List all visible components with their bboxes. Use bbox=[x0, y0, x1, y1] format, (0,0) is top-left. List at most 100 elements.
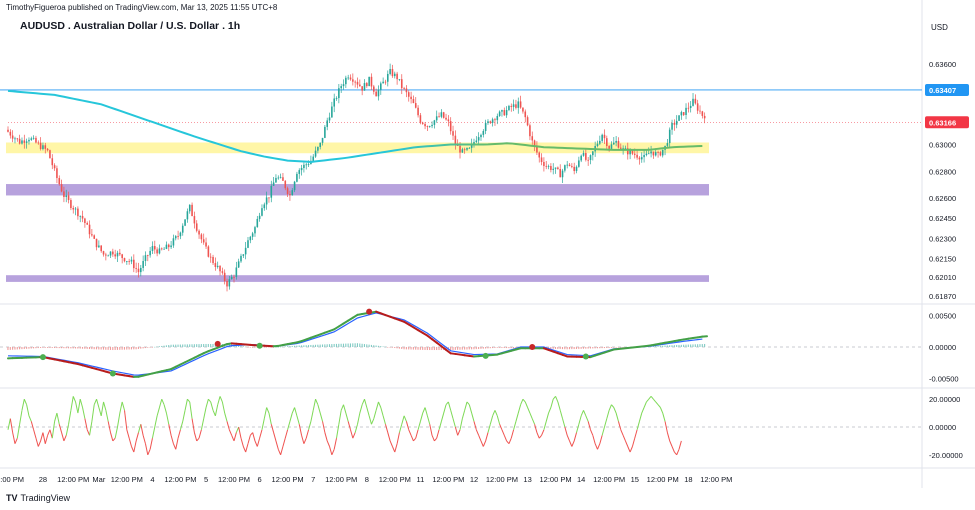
macd-hist-bar bbox=[317, 344, 319, 347]
osc-segment bbox=[347, 421, 351, 430]
macd-hist-bar bbox=[375, 345, 377, 347]
candle-body bbox=[11, 135, 14, 139]
candle-body bbox=[701, 111, 704, 116]
macd-hist-bar bbox=[701, 344, 703, 347]
macd-hist-bar bbox=[578, 347, 580, 349]
candle-body bbox=[538, 152, 541, 158]
candle-body bbox=[261, 208, 263, 216]
osc-segment bbox=[270, 424, 275, 433]
candle-body bbox=[487, 121, 489, 124]
osc-segment bbox=[673, 451, 678, 456]
macd-hist-bar bbox=[277, 346, 279, 348]
candle-body bbox=[219, 265, 221, 272]
candle-body bbox=[659, 152, 662, 156]
osc-segment bbox=[131, 446, 135, 453]
osc-segment bbox=[296, 415, 300, 425]
osc-segment bbox=[452, 418, 456, 428]
osc-segment bbox=[375, 401, 379, 411]
macd-hist-bar bbox=[622, 347, 624, 348]
osc-segment bbox=[627, 446, 631, 453]
osc-segment bbox=[424, 407, 428, 416]
macd-hist-bar bbox=[70, 347, 72, 349]
osc-segment bbox=[466, 401, 470, 406]
candle-body bbox=[147, 255, 149, 256]
osc-segment bbox=[30, 421, 35, 430]
osc-segment bbox=[480, 440, 484, 447]
candle-body bbox=[550, 166, 552, 170]
osc-segment bbox=[26, 404, 30, 416]
osc-segment bbox=[378, 401, 382, 408]
macd-hist-bar bbox=[326, 344, 328, 347]
macd-hist-bar bbox=[91, 347, 93, 350]
macd-hist-bar bbox=[585, 347, 587, 349]
osc-segment bbox=[54, 412, 58, 422]
osc-segment bbox=[413, 437, 417, 442]
osc-segment bbox=[594, 443, 598, 450]
macd-hist-bar bbox=[589, 347, 591, 349]
candle-body bbox=[536, 145, 538, 153]
osc-segment bbox=[524, 401, 529, 408]
candle-body bbox=[689, 105, 692, 108]
osc-segment bbox=[608, 404, 612, 411]
candle-body bbox=[526, 117, 529, 126]
candle-body bbox=[682, 112, 685, 115]
osc-segment bbox=[107, 421, 112, 433]
macd-hist-bar bbox=[678, 344, 680, 347]
macd-hist-bar bbox=[694, 344, 696, 347]
osc-segment bbox=[280, 446, 284, 455]
macd-hist-bar bbox=[389, 347, 391, 348]
time-tick-label: 12:00 PM bbox=[111, 475, 143, 484]
macd-hist-bar bbox=[659, 345, 661, 347]
candle-body bbox=[235, 267, 238, 277]
osc-segment bbox=[254, 440, 258, 447]
osc-segment bbox=[580, 410, 584, 417]
candle-body bbox=[582, 153, 585, 156]
candle-body bbox=[654, 152, 657, 156]
macd-hist-bar bbox=[65, 347, 67, 349]
price-tick-label: 0.63600 bbox=[929, 60, 956, 69]
candle-body bbox=[559, 169, 562, 178]
candle-body bbox=[596, 143, 599, 146]
candle-body bbox=[114, 254, 116, 257]
macd-hist-bar bbox=[100, 347, 102, 350]
macd-hist-bar bbox=[95, 347, 98, 350]
candle-body bbox=[172, 238, 175, 246]
osc-segment bbox=[352, 432, 356, 439]
osc-segment bbox=[659, 407, 664, 414]
macd-hist-bar bbox=[547, 347, 550, 349]
macd-hist-bar bbox=[207, 343, 209, 347]
candle-body bbox=[380, 83, 382, 90]
macd-hist-bar bbox=[252, 347, 254, 348]
osc-segment bbox=[189, 401, 193, 419]
macd-hist-bar bbox=[342, 343, 345, 347]
candle-body bbox=[592, 151, 594, 156]
candle-body bbox=[223, 272, 226, 281]
candle-body bbox=[352, 79, 354, 82]
macd-hist-bar bbox=[613, 347, 615, 348]
candle-body bbox=[100, 245, 102, 252]
osc-segment bbox=[617, 421, 622, 430]
osc-segment bbox=[268, 412, 272, 425]
osc-segment bbox=[149, 438, 153, 450]
candle-body bbox=[673, 123, 676, 125]
moving-average-line bbox=[7, 89, 703, 163]
publisher-note: TimothyFigueroa published on TradingView… bbox=[6, 3, 278, 12]
macd-hist-bar bbox=[333, 343, 335, 347]
candle-body bbox=[496, 115, 499, 121]
macd-hist-bar bbox=[354, 343, 356, 347]
tradingview-brand[interactable]: TV TradingView bbox=[6, 493, 70, 503]
candle-body bbox=[573, 166, 575, 172]
macd-hist-bar bbox=[321, 344, 324, 347]
osc-segment bbox=[336, 424, 340, 439]
osc-segment bbox=[643, 401, 647, 408]
candle-body bbox=[575, 166, 578, 172]
macd-cross-point bbox=[366, 308, 373, 315]
macd-hist-bar bbox=[175, 344, 177, 347]
currency-label: USD bbox=[931, 23, 948, 32]
candle-body bbox=[680, 112, 683, 116]
osc-segment bbox=[170, 435, 174, 444]
osc-segment bbox=[417, 421, 421, 430]
candle-body bbox=[79, 215, 82, 217]
osc-segment bbox=[19, 410, 23, 425]
